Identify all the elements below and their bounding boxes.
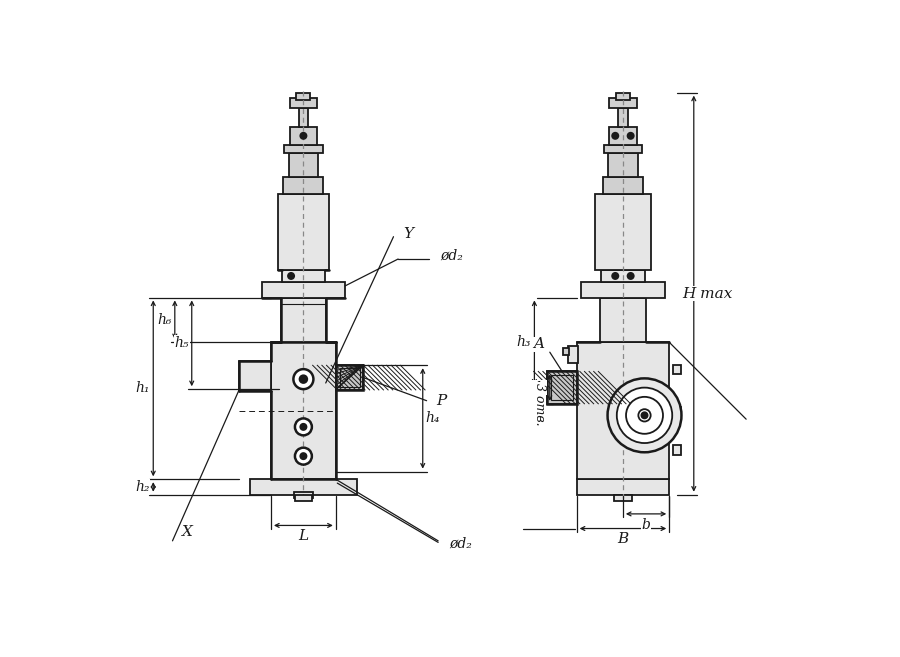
Text: h₂: h₂ (135, 480, 149, 494)
Circle shape (301, 424, 307, 430)
Bar (595, 194, 651, 270)
Text: h₁: h₁ (135, 381, 149, 396)
Bar (577, 342, 669, 479)
Bar (609, 127, 637, 145)
Bar (603, 177, 643, 194)
Bar (289, 153, 318, 177)
Text: ød₂: ød₂ (440, 248, 464, 262)
Bar (336, 365, 364, 390)
Circle shape (627, 133, 634, 139)
Circle shape (288, 273, 294, 279)
Bar (568, 346, 579, 363)
Circle shape (295, 447, 312, 464)
Bar (616, 93, 630, 100)
Bar (262, 282, 345, 298)
Bar (295, 495, 312, 501)
Bar (290, 98, 318, 108)
Bar (599, 298, 646, 342)
Text: Y: Y (403, 227, 414, 241)
Text: H max: H max (682, 286, 733, 301)
Bar (290, 127, 318, 145)
Text: ød₂: ød₂ (450, 537, 472, 551)
Circle shape (301, 453, 307, 459)
Circle shape (612, 273, 618, 279)
Bar (673, 445, 680, 455)
Bar (609, 98, 637, 108)
Circle shape (608, 378, 681, 452)
Circle shape (300, 375, 307, 383)
Circle shape (627, 273, 634, 279)
Bar (673, 365, 680, 374)
Circle shape (293, 369, 313, 389)
Circle shape (295, 419, 312, 436)
Bar (601, 270, 644, 282)
Bar (618, 108, 627, 127)
Bar (294, 491, 312, 498)
Circle shape (642, 412, 648, 419)
Bar (284, 145, 322, 153)
Text: B: B (617, 532, 628, 547)
Bar (547, 371, 577, 404)
Text: h₅: h₅ (175, 336, 189, 350)
Bar (299, 108, 308, 127)
Text: b: b (642, 518, 651, 532)
Bar (552, 375, 573, 400)
Bar (282, 270, 325, 282)
Text: A: A (533, 338, 544, 351)
Bar (562, 348, 569, 355)
Text: 3 отв.: 3 отв. (533, 383, 545, 426)
Circle shape (616, 388, 672, 443)
Bar (339, 369, 360, 387)
Text: P: P (436, 394, 447, 408)
Bar (281, 298, 326, 342)
Bar (278, 194, 328, 270)
Text: h₆: h₆ (158, 313, 172, 327)
Bar (608, 153, 637, 177)
Bar (577, 479, 669, 495)
Text: L: L (298, 530, 309, 543)
Circle shape (626, 397, 663, 434)
Bar (336, 365, 364, 390)
Bar (249, 479, 357, 495)
Bar (614, 495, 632, 501)
Text: h₄: h₄ (426, 411, 440, 426)
Bar (547, 371, 577, 404)
Bar (271, 342, 336, 479)
Bar (604, 145, 643, 153)
Bar (238, 361, 271, 391)
Circle shape (638, 409, 651, 422)
Circle shape (301, 133, 307, 139)
Bar (673, 407, 680, 416)
Bar (296, 93, 310, 100)
Bar (284, 177, 323, 194)
Text: h₃: h₃ (517, 335, 531, 349)
Text: X: X (183, 524, 194, 539)
Bar (581, 282, 664, 298)
Text: d₁: d₁ (532, 380, 546, 395)
Circle shape (612, 133, 618, 139)
